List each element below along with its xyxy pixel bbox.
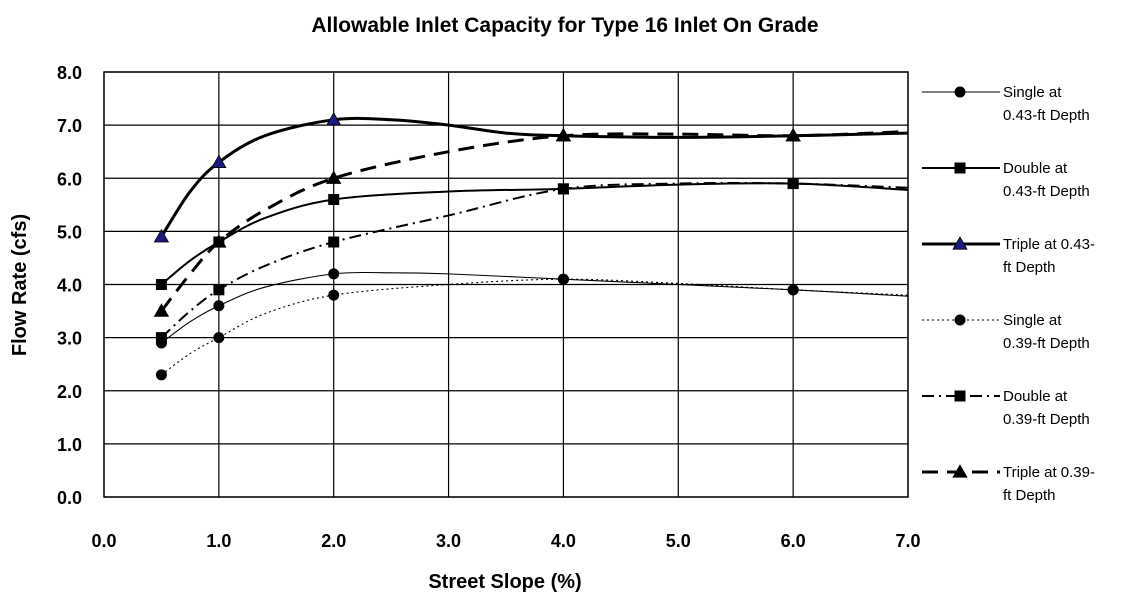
legend-label: 0.39-ft Depth <box>1003 411 1090 428</box>
legend-label: 0.39-ft Depth <box>1003 335 1090 352</box>
y-tick-label: 4.0 <box>57 276 82 296</box>
data-point <box>153 303 170 317</box>
y-tick-label: 0.0 <box>57 488 82 508</box>
legend-item: Double at 0.43-ft Depth <box>922 160 1090 200</box>
series-line <box>160 182 909 286</box>
y-tick-label: 3.0 <box>57 329 82 349</box>
legend-marker <box>954 390 966 402</box>
data-point <box>787 178 799 190</box>
data-point <box>555 127 572 142</box>
legend-label: Double at <box>1003 160 1068 177</box>
legend-marker <box>954 314 966 326</box>
legend-marker <box>952 464 968 478</box>
legend-item: Triple at 0.43- ft Depth <box>922 236 1095 276</box>
data-point <box>328 289 340 301</box>
data-point <box>328 268 340 280</box>
legend-label: ft Depth <box>1003 487 1056 504</box>
legend-item: Single at 0.43-ft Depth <box>922 84 1090 124</box>
legend-item: Single at 0.39-ft Depth <box>922 312 1090 352</box>
legend-item: Triple at 0.39- ft Depth <box>922 464 1095 504</box>
legend-label: ft Depth <box>1003 259 1056 276</box>
legend-label: Single at <box>1003 312 1062 329</box>
legend-marker <box>954 162 966 174</box>
legend-label: Single at <box>1003 84 1062 101</box>
data-point <box>328 194 340 205</box>
data-point <box>328 236 340 248</box>
data-point <box>211 234 227 248</box>
data-point <box>155 279 167 290</box>
series-markers <box>153 112 801 381</box>
legend-label: Triple at 0.43- <box>1003 236 1095 253</box>
data-point <box>211 154 227 168</box>
x-tick-label: 6.0 <box>781 531 806 551</box>
data-point <box>326 170 342 184</box>
data-point <box>155 369 167 381</box>
x-tick-label: 3.0 <box>436 531 461 551</box>
legend-label: 0.43-ft Depth <box>1003 107 1090 124</box>
legend-marker <box>952 236 968 250</box>
x-tick-label: 1.0 <box>206 531 231 551</box>
data-point <box>326 112 342 126</box>
x-axis-ticks: 0.0 1.0 2.0 3.0 4.0 5.0 6.0 7.0 <box>91 531 920 551</box>
x-tick-label: 2.0 <box>321 531 346 551</box>
data-point <box>213 284 225 296</box>
data-point <box>153 228 170 243</box>
plot-frame <box>103 71 909 498</box>
y-axis-label: Flow Rate (cfs) <box>9 214 31 356</box>
y-axis-ticks: 0.0 1.0 2.0 3.0 4.0 5.0 6.0 7.0 8.0 <box>57 63 82 508</box>
x-axis-label: Street Slope (%) <box>428 571 581 593</box>
legend-label: 0.43-ft Depth <box>1003 183 1090 200</box>
legend-label: Triple at 0.39- <box>1003 464 1095 481</box>
y-tick-label: 2.0 <box>57 382 82 402</box>
series-lines <box>160 116 909 376</box>
x-tick-label: 7.0 <box>895 531 920 551</box>
y-tick-label: 6.0 <box>57 169 82 189</box>
data-point <box>785 127 801 142</box>
data-point <box>557 183 569 195</box>
x-tick-label: 4.0 <box>551 531 576 551</box>
data-point <box>787 284 799 296</box>
series-line <box>161 271 909 344</box>
x-tick-label: 0.0 <box>91 531 116 551</box>
series-line <box>160 181 909 339</box>
data-point <box>213 300 225 312</box>
y-tick-label: 8.0 <box>57 63 82 83</box>
y-tick-label: 7.0 <box>57 116 82 136</box>
x-tick-label: 5.0 <box>666 531 691 551</box>
legend-marker <box>954 86 966 98</box>
legend-label: Double at <box>1003 388 1068 405</box>
legend-item: Double at 0.39-ft Depth <box>922 388 1090 428</box>
data-point <box>557 273 569 285</box>
chart-legend: Single at 0.43-ft Depth Double at 0.43-ft D… <box>922 84 1095 504</box>
y-tick-label: 1.0 <box>57 435 82 455</box>
y-tick-label: 5.0 <box>57 222 82 242</box>
chart-title: Allowable Inlet Capacity for Type 16 Inl… <box>311 14 818 37</box>
data-point <box>213 332 225 344</box>
data-point <box>155 332 167 344</box>
